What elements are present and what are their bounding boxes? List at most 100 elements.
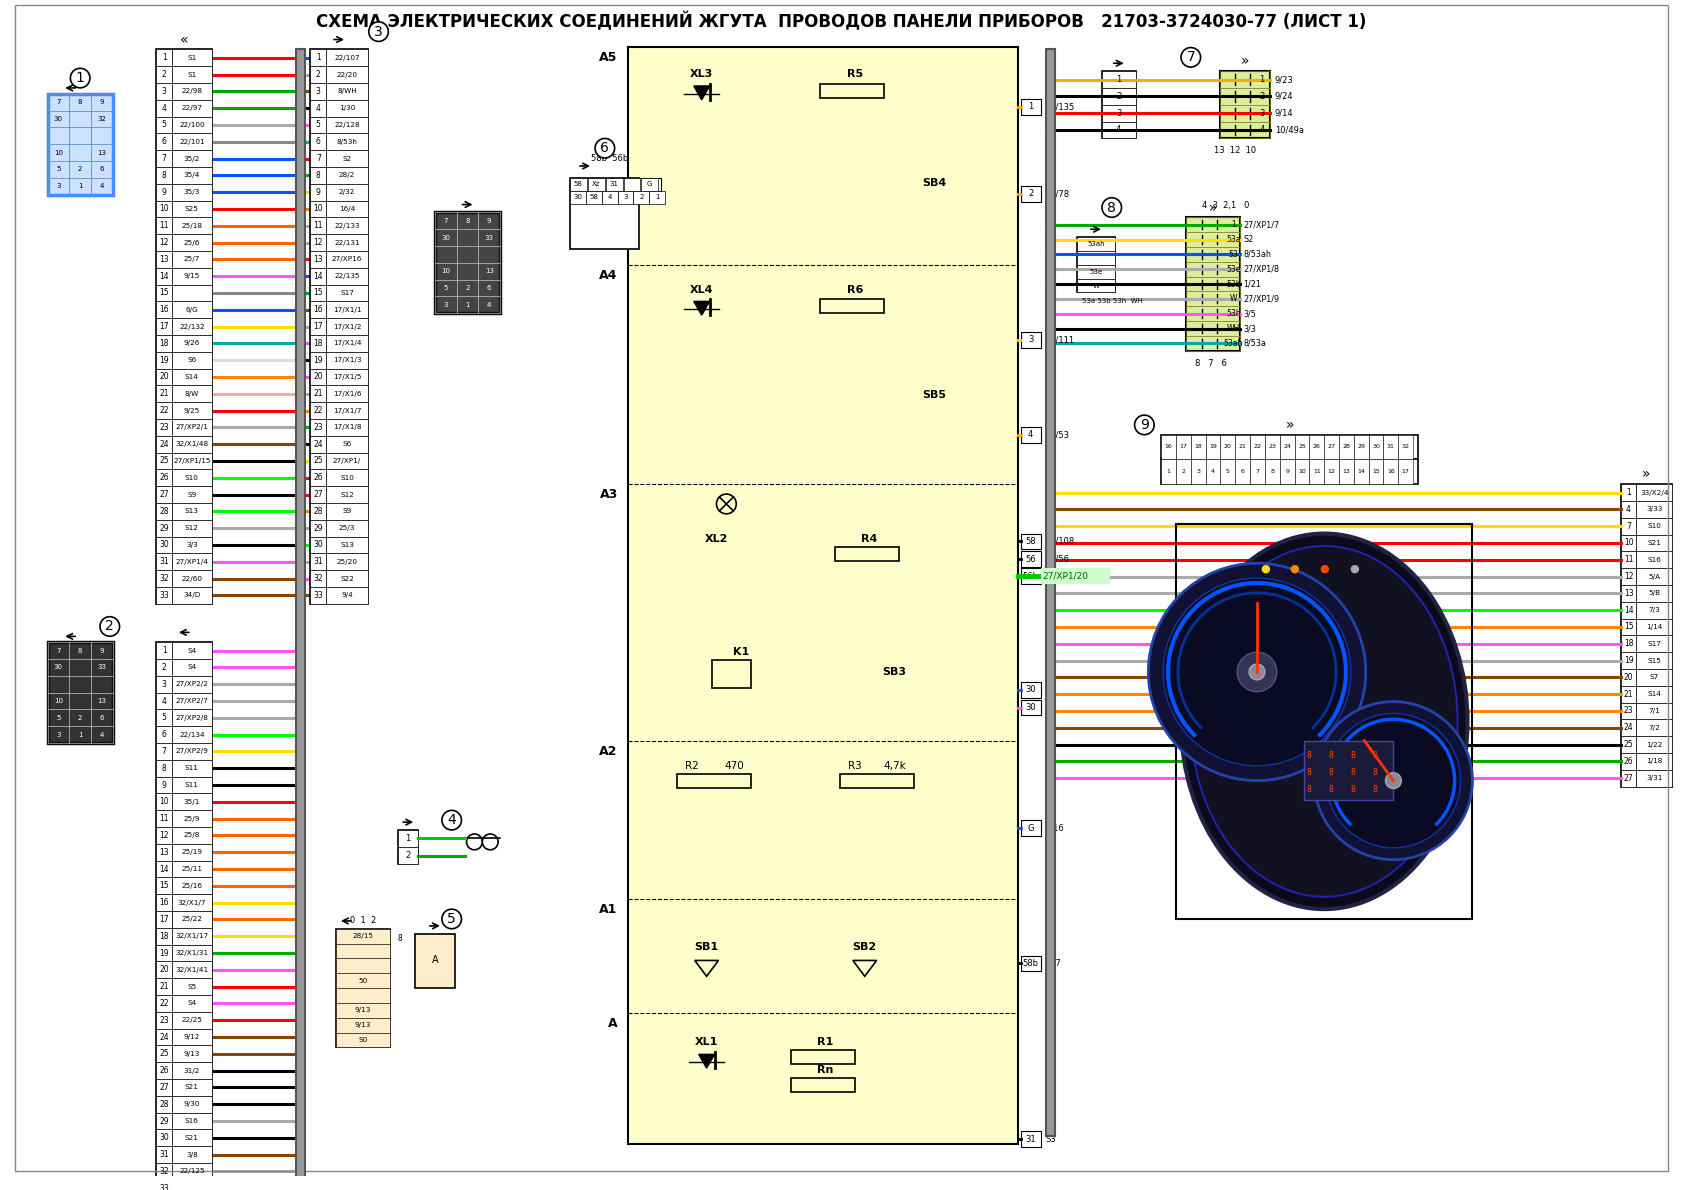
Text: 3: 3 xyxy=(1258,108,1263,118)
Text: 20: 20 xyxy=(1623,672,1633,682)
Text: 19: 19 xyxy=(313,356,323,364)
Bar xyxy=(326,553,367,570)
Text: 10: 10 xyxy=(54,699,62,704)
Text: 11: 11 xyxy=(1312,469,1320,474)
Text: 5: 5 xyxy=(56,715,61,721)
Bar xyxy=(585,190,602,203)
Text: A5: A5 xyxy=(599,51,617,64)
Text: 4: 4 xyxy=(486,302,491,308)
Bar xyxy=(1620,501,1635,518)
Bar xyxy=(1352,434,1367,459)
Text: 4: 4 xyxy=(1211,469,1214,474)
Bar xyxy=(172,234,212,251)
Bar xyxy=(1635,702,1670,720)
Bar xyxy=(1219,434,1235,459)
Text: 8/53ah: 8/53ah xyxy=(1243,250,1270,259)
Text: 35/3: 35/3 xyxy=(183,189,200,195)
Bar xyxy=(91,144,113,161)
Text: 24: 24 xyxy=(1623,724,1633,732)
Text: «: « xyxy=(180,32,188,46)
Text: R2: R2 xyxy=(685,760,698,771)
Text: XL1: XL1 xyxy=(695,1038,718,1047)
Bar xyxy=(1102,105,1135,121)
Text: 1/22: 1/22 xyxy=(1645,741,1662,747)
Bar xyxy=(156,369,172,386)
Text: 9: 9 xyxy=(161,781,167,790)
Bar xyxy=(415,934,454,988)
Bar xyxy=(172,570,212,587)
Bar xyxy=(1635,619,1670,635)
Text: 27/XP1/: 27/XP1/ xyxy=(333,458,362,464)
Bar xyxy=(47,127,69,144)
Text: 8: 8 xyxy=(1270,469,1273,474)
Text: 30: 30 xyxy=(1024,703,1036,712)
Bar xyxy=(1635,551,1670,568)
Bar xyxy=(172,334,212,352)
Bar xyxy=(309,301,326,318)
Text: 9/14: 9/14 xyxy=(1273,108,1293,118)
Text: 27/XP2/9: 27/XP2/9 xyxy=(175,749,209,754)
Text: 53e: 53e xyxy=(1088,269,1102,275)
Text: 1/30: 1/30 xyxy=(338,105,355,111)
Bar xyxy=(172,978,212,995)
Text: 1/14: 1/14 xyxy=(1645,624,1662,630)
Text: 23: 23 xyxy=(160,1016,168,1025)
Text: S22: S22 xyxy=(340,576,353,582)
Text: 11: 11 xyxy=(313,221,323,231)
Bar xyxy=(172,709,212,726)
Text: 29: 29 xyxy=(160,1116,168,1126)
Bar xyxy=(156,1113,172,1129)
Text: 6: 6 xyxy=(316,137,321,146)
Text: 31/2: 31/2 xyxy=(183,1067,200,1073)
Bar xyxy=(326,352,367,369)
Text: 1: 1 xyxy=(77,732,82,738)
Bar xyxy=(1620,568,1635,585)
Bar xyxy=(326,50,367,67)
Text: 4: 4 xyxy=(161,696,167,706)
Text: S5: S5 xyxy=(1045,685,1055,694)
Bar xyxy=(624,177,641,190)
Bar xyxy=(172,743,212,760)
Bar xyxy=(309,369,326,386)
Bar xyxy=(172,268,212,284)
Bar xyxy=(91,111,113,127)
Text: 22/133: 22/133 xyxy=(335,223,360,228)
Bar xyxy=(1021,956,1039,971)
Bar xyxy=(47,94,113,195)
Bar xyxy=(819,84,885,98)
Text: 8: 8 xyxy=(1307,751,1310,760)
Bar xyxy=(1620,635,1635,652)
Text: 7: 7 xyxy=(1625,521,1630,531)
Text: 33: 33 xyxy=(313,591,323,600)
Text: XL4: XL4 xyxy=(690,284,713,294)
Bar xyxy=(478,296,500,313)
Bar xyxy=(172,469,212,487)
Bar xyxy=(156,928,172,945)
Text: 2: 2 xyxy=(161,663,167,672)
Bar xyxy=(69,643,91,659)
Text: 8: 8 xyxy=(1349,785,1354,794)
Bar xyxy=(91,177,113,195)
Polygon shape xyxy=(853,960,876,976)
Text: 3: 3 xyxy=(161,679,167,689)
Bar xyxy=(1186,262,1240,277)
Circle shape xyxy=(1384,772,1401,789)
Text: S21: S21 xyxy=(185,1135,198,1141)
Text: 9/4: 9/4 xyxy=(341,593,353,599)
Bar xyxy=(478,280,500,296)
Text: 13: 13 xyxy=(160,255,168,264)
Bar xyxy=(1635,568,1670,585)
Text: 56b: 56b xyxy=(1023,571,1038,581)
Bar xyxy=(1021,682,1039,697)
Text: 17: 17 xyxy=(313,322,323,331)
Text: R5: R5 xyxy=(846,69,863,79)
Text: S7: S7 xyxy=(1648,675,1658,681)
Bar xyxy=(1398,459,1413,484)
Text: 1: 1 xyxy=(1625,488,1630,497)
Bar xyxy=(1161,434,1418,459)
Text: 13: 13 xyxy=(98,150,106,156)
Bar xyxy=(1620,602,1635,619)
Text: 8: 8 xyxy=(77,99,82,105)
Bar xyxy=(456,230,478,246)
Text: 22: 22 xyxy=(160,998,168,1008)
